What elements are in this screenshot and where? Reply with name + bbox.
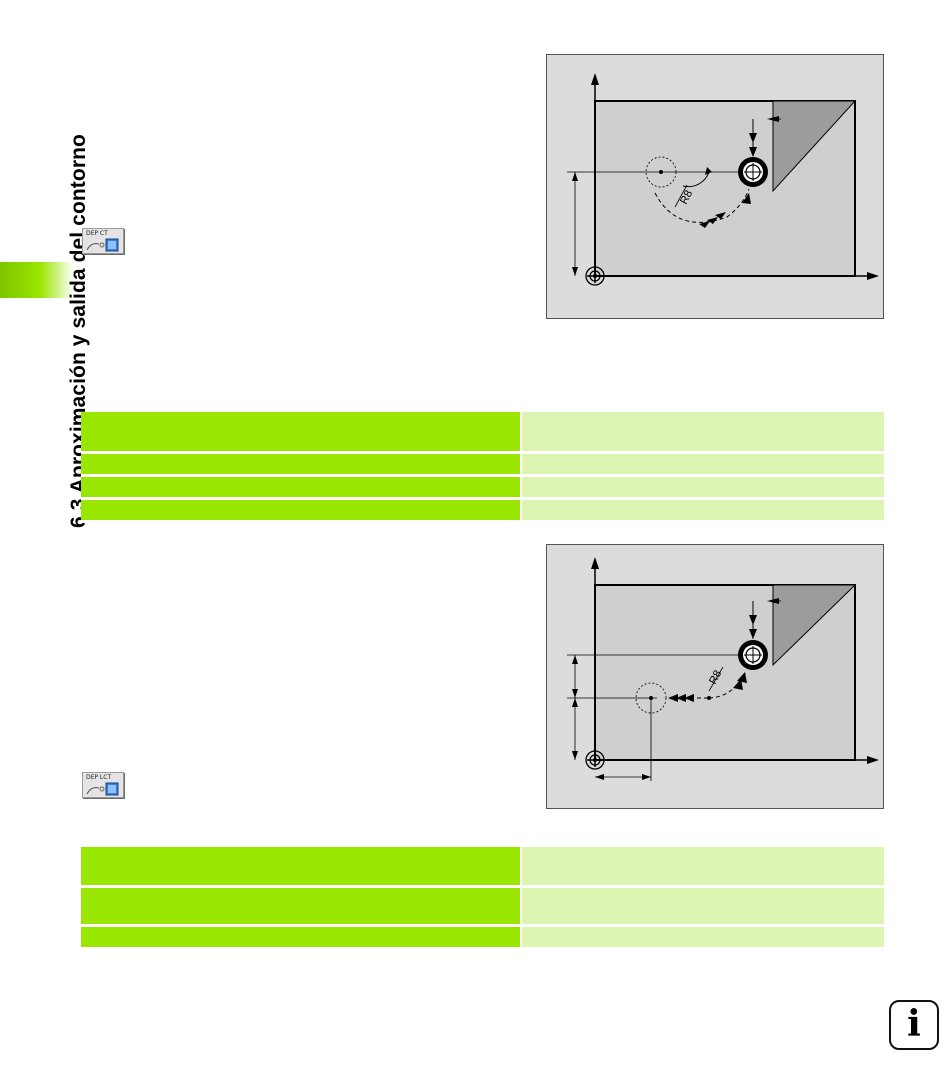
table-cell: [520, 412, 884, 454]
dep-lct-softkey-icon: [86, 782, 119, 796]
info-button[interactable]: i: [889, 1000, 939, 1050]
dep-ct-softkey-icon: [86, 238, 119, 252]
parameter-table-1: [81, 412, 884, 523]
parameter-table-2: [81, 847, 884, 950]
chapter-tab: [0, 262, 74, 298]
dep-lct-softkey-label: DEP LCT: [86, 774, 112, 781]
table-cell: [520, 454, 884, 477]
table-cell: [81, 412, 520, 454]
radius-label-fig2: R8: [707, 668, 724, 686]
table-cell: [520, 847, 884, 888]
table-cell: [81, 477, 520, 500]
table-cell: [81, 454, 520, 477]
table-row: [81, 477, 884, 500]
radius-label-fig1: R8: [678, 188, 695, 206]
table-row: [81, 847, 884, 888]
table-cell: [520, 500, 884, 523]
table-row: [81, 888, 884, 927]
dep-ct-softkey-label: DEP CT: [86, 230, 108, 237]
dep-lct-softkey[interactable]: DEP LCT: [82, 772, 124, 798]
table-cell: [520, 927, 884, 950]
table-cell: [81, 847, 520, 888]
diagram-dep-ct: R8: [546, 54, 884, 319]
table-cell: [81, 927, 520, 950]
table-cell: [520, 477, 884, 500]
table-row: [81, 927, 884, 950]
table-row: [81, 412, 884, 454]
table-row: [81, 454, 884, 477]
dep-ct-softkey[interactable]: DEP CT: [82, 228, 124, 254]
table-row: [81, 500, 884, 523]
table-cell: [81, 888, 520, 927]
table-cell: [81, 500, 520, 523]
table-cell: [520, 888, 884, 927]
diagram-dep-lct: R8: [546, 544, 884, 809]
info-icon: i: [907, 1003, 921, 1045]
